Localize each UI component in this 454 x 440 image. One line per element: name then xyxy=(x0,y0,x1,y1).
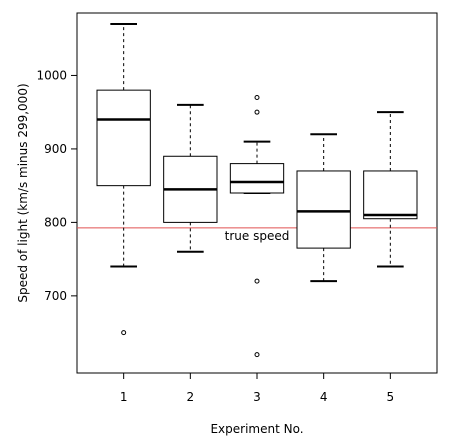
true-speed-label: true speed xyxy=(225,229,290,243)
iqr-box xyxy=(296,170,351,249)
x-tick-label: 4 xyxy=(320,390,328,404)
y-tick-label: 700 xyxy=(44,289,67,303)
outlier-point xyxy=(254,109,260,115)
iqr-box xyxy=(363,170,418,220)
x-tick-label: 5 xyxy=(387,390,395,404)
x-tick-label: 3 xyxy=(253,390,261,404)
y-axis: 700 800 900 1000 xyxy=(36,68,77,303)
box-experiment-2 xyxy=(163,103,218,253)
outlier-point xyxy=(254,94,260,100)
box-experiment-1 xyxy=(96,23,151,336)
y-axis-title: Speed of light (km/s minus 299,000) xyxy=(16,83,30,302)
iqr-box xyxy=(229,163,285,194)
box-experiment-5 xyxy=(363,111,418,268)
x-axis: 1 2 3 4 5 xyxy=(120,373,394,404)
box-experiment-4 xyxy=(296,133,351,283)
x-tick-label: 2 xyxy=(187,390,195,404)
box-group xyxy=(96,23,418,358)
y-tick-label: 900 xyxy=(44,142,67,156)
outlier-point xyxy=(254,352,260,358)
outlier-point xyxy=(121,330,127,336)
x-tick-label: 1 xyxy=(120,390,128,404)
y-tick-label: 800 xyxy=(44,215,67,229)
iqr-box xyxy=(96,89,151,187)
box-experiment-3 xyxy=(229,94,285,358)
outlier-point xyxy=(254,278,260,284)
true-speed-reference: true speed xyxy=(77,227,437,243)
y-tick-label: 1000 xyxy=(36,68,67,82)
x-axis-title: Experiment No. xyxy=(210,422,303,436)
